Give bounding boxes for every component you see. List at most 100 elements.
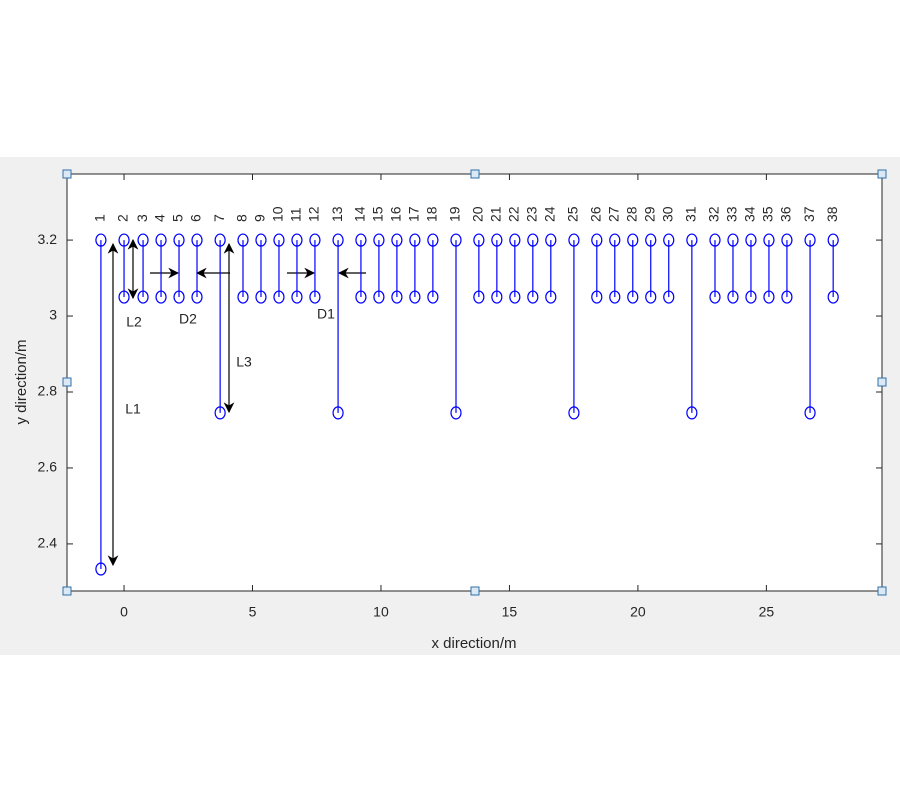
point-label: 33: [724, 206, 740, 222]
top-marker: [686, 233, 698, 247]
point-label: 17: [406, 206, 422, 222]
point-label: 10: [270, 206, 286, 222]
point-label: 32: [706, 206, 722, 222]
point-label: 19: [447, 206, 463, 222]
top-marker: [237, 233, 249, 247]
point-label: 37: [801, 206, 817, 222]
point-label: 21: [488, 206, 504, 222]
bottom-marker: [781, 290, 793, 304]
top-marker: [709, 233, 721, 247]
top-marker: [804, 233, 816, 247]
top-marker: [391, 233, 403, 247]
y-axis-label: y direction/m: [13, 339, 30, 424]
top-marker: [781, 233, 793, 247]
bottom-marker: [527, 290, 539, 304]
x-tick-label: 25: [759, 604, 775, 620]
bottom-marker: [609, 290, 621, 304]
y-tick-label: 2.4: [38, 535, 58, 551]
top-marker: [509, 233, 521, 247]
bottom-marker: [627, 290, 639, 304]
top-marker: [568, 233, 580, 247]
point-label: 34: [742, 206, 758, 222]
point-label: 15: [370, 206, 386, 222]
bottom-marker: [409, 290, 421, 304]
top-marker: [609, 233, 621, 247]
bottom-marker: [214, 406, 226, 420]
point-label: 38: [824, 206, 840, 222]
y-tick-label: 2.6: [38, 459, 58, 475]
x-tick-label: 0: [120, 604, 128, 620]
top-marker: [155, 233, 167, 247]
x-axis-label: x direction/m: [431, 635, 516, 652]
bottom-marker: [591, 290, 603, 304]
bottom-marker: [355, 290, 367, 304]
annotation: L3: [236, 354, 252, 370]
bottom-marker: [95, 562, 107, 576]
top-marker: [745, 233, 757, 247]
handle[interactable]: [470, 169, 480, 179]
bottom-marker: [763, 290, 775, 304]
x-tick-label: 5: [249, 604, 257, 620]
handle[interactable]: [62, 586, 72, 596]
top-marker: [173, 233, 185, 247]
top-marker: [355, 233, 367, 247]
point-label: 4: [152, 214, 168, 222]
top-marker: [255, 233, 267, 247]
point-label: 27: [605, 206, 621, 222]
top-marker: [191, 233, 203, 247]
bottom-marker: [450, 406, 462, 420]
resize-handles: [62, 169, 887, 596]
top-marker: [763, 233, 775, 247]
point-label: 11: [288, 207, 304, 222]
handle[interactable]: [62, 169, 72, 179]
bottom-marker: [137, 290, 149, 304]
bottom-marker: [491, 290, 503, 304]
point-label: 3: [134, 214, 150, 222]
point-label: 7: [211, 214, 227, 222]
bottom-marker: [804, 406, 816, 420]
handle[interactable]: [877, 586, 887, 596]
x-tick-label: 10: [373, 604, 389, 620]
top-marker: [309, 233, 321, 247]
x-tick-label: 15: [502, 604, 518, 620]
top-marker: [373, 233, 385, 247]
point-label: 8: [234, 214, 250, 222]
point-label: 16: [388, 206, 404, 222]
bottom-marker: [827, 290, 839, 304]
point-label: 14: [352, 206, 368, 222]
bottom-marker: [391, 290, 403, 304]
top-marker: [627, 233, 639, 247]
point-label: 22: [506, 206, 522, 222]
handle[interactable]: [877, 169, 887, 179]
point-label: 23: [524, 206, 540, 222]
top-marker: [409, 233, 421, 247]
top-marker: [663, 233, 675, 247]
point-label: 30: [659, 206, 675, 222]
annotation: L1: [125, 401, 141, 417]
top-marker: [491, 233, 503, 247]
top-marker: [291, 233, 303, 247]
bottom-marker: [745, 290, 757, 304]
annotation: D1: [317, 306, 335, 322]
top-marker: [118, 233, 130, 247]
annotation: D2: [179, 311, 197, 327]
top-marker: [545, 233, 557, 247]
bottom-marker: [273, 290, 285, 304]
top-marker: [827, 233, 839, 247]
top-marker: [137, 233, 149, 247]
handle[interactable]: [470, 586, 480, 596]
handle[interactable]: [877, 377, 887, 387]
point-label: 28: [623, 206, 639, 222]
point-label: 31: [683, 206, 699, 222]
top-marker: [214, 233, 226, 247]
bottom-marker: [309, 290, 321, 304]
bottom-marker: [727, 290, 739, 304]
point-label: 5: [170, 214, 186, 222]
bottom-marker: [237, 290, 249, 304]
top-marker: [591, 233, 603, 247]
top-marker: [527, 233, 539, 247]
top-marker: [95, 233, 107, 247]
handle[interactable]: [62, 377, 72, 387]
